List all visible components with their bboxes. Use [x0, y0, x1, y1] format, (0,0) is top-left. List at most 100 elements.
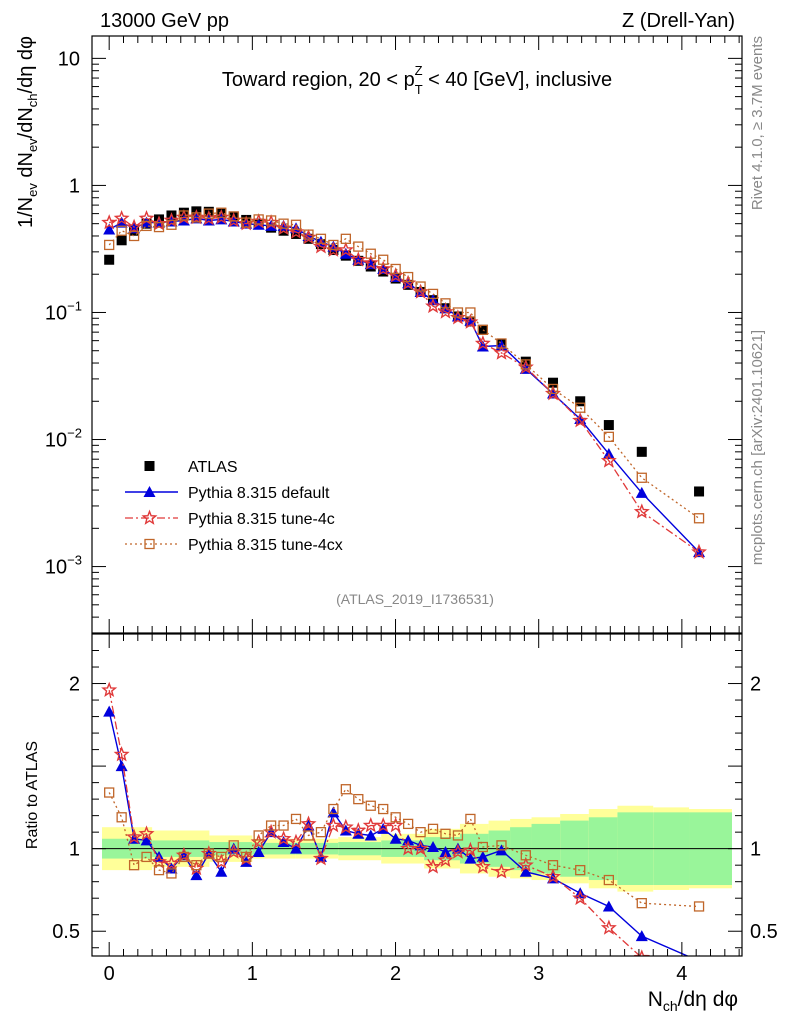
ratio-point-pythia-8-315-default-23: [389, 832, 402, 844]
ratio-point-pythia-8-315-tune-4cx-14: [278, 820, 289, 831]
point-pythia-8-315-tune-4cx-22: [378, 254, 389, 265]
point-pythia-8-315-tune-4c-19: [337, 241, 354, 257]
ratio-point-pythia-8-315-tune-4cx-17: [315, 827, 327, 838]
point-pythia-8-315-tune-4cx-30: [477, 324, 489, 335]
point-pythia-8-315-tune-4c-26: [425, 297, 442, 314]
ratio-point-pythia-8-315-tune-4cx-24: [402, 818, 414, 830]
point-pythia-8-315-tune-4cx-2: [128, 230, 140, 242]
point-pythia-8-315-tune-4cx-37: [693, 513, 705, 524]
point-pythia-8-315-tune-4cx-21: [365, 248, 376, 259]
ratio-point-pythia-8-315-tune-4c-27: [437, 851, 454, 868]
point-atlas-0: [104, 254, 115, 265]
ratio-point-pythia-8-315-default-28: [451, 842, 464, 854]
header-process: Z (Drell-Yan): [622, 10, 735, 32]
point-pythia-8-315-tune-4cx-6: [178, 210, 190, 221]
point-atlas-33: [548, 377, 559, 388]
legend-label-pythia-8-315-default: Pythia 8.315 default: [188, 485, 330, 502]
point-pythia-8-315-default-1: [115, 216, 128, 228]
ratio-y-tick-label-left-0: 2: [69, 674, 80, 696]
x-tick-label-1: 1: [247, 963, 258, 985]
ratio-point-pythia-8-315-default-26: [427, 841, 440, 853]
point-atlas-37: [694, 486, 705, 497]
point-pythia-8-315-tune-4cx-16: [303, 229, 314, 240]
ratio-point-pythia-8-315-tune-4cx-11: [241, 851, 252, 863]
ratio-point-pythia-8-315-default-10: [227, 842, 240, 854]
x-tick-label-4: 4: [676, 963, 687, 985]
ratio-point-pythia-8-315-tune-4cx-35: [603, 874, 615, 886]
point-pythia-8-315-tune-4cx-10: [228, 211, 239, 222]
point-pythia-8-315-tune-4cx-32: [520, 359, 531, 370]
series-line-pythia-8-315-tune-4cx: [108, 212, 700, 519]
ratio-point-pythia-8-315-tune-4cx-7: [191, 860, 202, 871]
ratio-point-pythia-8-315-tune-4c-29: [462, 841, 479, 858]
ratio-point-pythia-8-315-tune-4cx-0: [104, 787, 115, 798]
legend-marker-pythia-8-315-default: [143, 486, 156, 497]
ratio-point-pythia-8-315-tune-4cx-18: [328, 803, 339, 815]
ratio-point-pythia-8-315-tune-4c-24: [400, 840, 417, 856]
ratio-point-pythia-8-315-tune-4c-20: [350, 822, 367, 838]
ratio-point-pythia-8-315-tune-4c-17: [312, 850, 329, 866]
ratio-point-pythia-8-315-tune-4c-4: [150, 853, 168, 869]
point-pythia-8-315-tune-4cx-8: [203, 208, 214, 219]
rivet-version-label: Rivet 4.1.0, ≥ 3.7M events: [749, 36, 766, 210]
ratio-point-pythia-8-315-tune-4c-3: [138, 825, 155, 841]
point-pythia-8-315-tune-4cx-27: [440, 298, 451, 309]
point-pythia-8-315-tune-4cx-19: [340, 233, 351, 244]
point-pythia-8-315-default-0: [103, 223, 116, 235]
ratio-point-pythia-8-315-default-0: [103, 705, 116, 717]
ratio-point-pythia-8-315-tune-4c-21: [362, 817, 379, 833]
point-atlas-35: [603, 420, 614, 431]
point-pythia-8-315-tune-4cx-3: [141, 220, 152, 232]
point-pythia-8-315-tune-4cx-31: [496, 338, 507, 349]
point-pythia-8-315-tune-4cx-24: [402, 271, 414, 283]
ratio-point-pythia-8-315-tune-4c-22: [375, 817, 392, 833]
ratio-point-pythia-8-315-default-5: [165, 862, 178, 874]
point-pythia-8-315-tune-4c-20: [350, 251, 367, 267]
ratio-point-pythia-8-315-tune-4cx-25: [415, 827, 426, 838]
ratio-point-pythia-8-315-default-15: [290, 842, 303, 854]
main-frame: [91, 35, 743, 634]
point-pythia-8-315-tune-4cx-34: [575, 402, 586, 413]
header-energy: 13000 GeV pp: [100, 10, 229, 32]
point-pythia-8-315-tune-4cx-15: [290, 219, 302, 230]
ratio-y-tick-label-right-0: 2: [750, 674, 761, 696]
chart-title-post: < 40 [GeV], inclusive: [423, 69, 613, 91]
ratio-point-pythia-8-315-default-30: [476, 850, 489, 862]
point-pythia-8-315-default-3: [140, 216, 153, 228]
legend-marker-pythia-8-315-tune-4c: [141, 509, 158, 525]
point-pythia-8-315-default-36: [635, 486, 648, 498]
ratio-point-pythia-8-315-tune-4cx-5: [166, 868, 177, 879]
ratio-point-pythia-8-315-tune-4c-32: [517, 856, 534, 872]
ratio-point-pythia-8-315-tune-4cx-15: [290, 813, 302, 825]
ratio-point-pythia-8-315-default-29: [464, 852, 477, 864]
legend-marker-atlas: [144, 461, 155, 471]
point-pythia-8-315-tune-4c-22: [375, 260, 392, 276]
ratio-point-pythia-8-315-tune-4cx-1: [116, 812, 127, 823]
ratio-point-pythia-8-315-tune-4cx-21: [365, 800, 376, 811]
ratio-point-pythia-8-315-tune-4cx-19: [340, 784, 351, 795]
legend-marker-pythia-8-315-tune-4cx: [144, 538, 155, 550]
ratio-point-pythia-8-315-default-21: [364, 829, 377, 841]
ratio-point-pythia-8-315-tune-4cx-3: [141, 851, 152, 863]
ratio-point-pythia-8-315-tune-4c-19: [337, 818, 354, 835]
ratio-y-tick-label-left-2: 0.5: [52, 921, 80, 943]
point-pythia-8-315-tune-4cx-17: [315, 233, 327, 244]
ratio-point-pythia-8-315-tune-4cx-20: [353, 793, 364, 805]
point-pythia-8-315-tune-4c-36: [633, 503, 650, 519]
ratio-point-pythia-8-315-default-35: [602, 900, 615, 912]
ratio-point-pythia-8-315-tune-4cx-22: [378, 803, 389, 815]
point-pythia-8-315-tune-4c-34: [572, 412, 589, 428]
y-tick-label-1: 1: [69, 175, 80, 197]
ratio-point-pythia-8-315-tune-4c-31: [493, 863, 510, 879]
point-pythia-8-315-tune-4cx-35: [603, 431, 615, 442]
ratio-point-pythia-8-315-tune-4cx-2: [128, 860, 140, 871]
ratio-point-pythia-8-315-tune-4cx-10: [228, 840, 239, 851]
legend: ATLAS Pythia 8.315 default Pythia 8.315 tu…: [125, 459, 343, 554]
point-pythia-8-315-tune-4cx-12: [253, 214, 264, 225]
point-pythia-8-315-tune-4cx-29: [465, 307, 476, 318]
point-pythia-8-315-tune-4cx-1: [116, 225, 127, 236]
legend-label-pythia-8-315-tune-4c: Pythia 8.315 tune-4c: [188, 511, 335, 528]
point-pythia-8-315-tune-4c-1: [113, 209, 130, 226]
chart-title-sup: Z: [415, 63, 423, 78]
